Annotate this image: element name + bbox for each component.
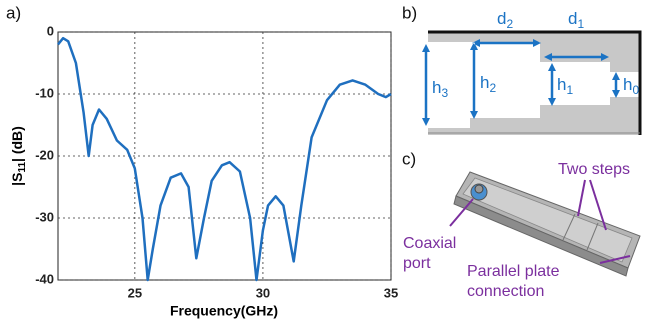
y-label-part: 11 (17, 162, 28, 173)
x-axis-label: Frequency(GHz) (170, 303, 278, 319)
dimension-base: d (568, 9, 577, 28)
y-tick-label: -20 (35, 147, 54, 162)
dimension-sub: 1 (566, 83, 573, 97)
waveguide-profile (428, 32, 640, 135)
panel-label: c) (402, 149, 416, 168)
chart: -40 -30 -20 -10 0 25 30 35 (35, 23, 398, 300)
x-tick-label: 30 (256, 285, 270, 300)
dimension-base: d (497, 9, 506, 28)
callout: connection (467, 283, 544, 300)
dimension-sub: 3 (441, 86, 448, 100)
y-label-part: | (dB) (9, 126, 25, 162)
callout: Two steps (558, 161, 630, 178)
dimension-sub: 2 (506, 17, 513, 31)
dimension-base: h (623, 75, 632, 94)
dimension-label: d1 (568, 9, 584, 31)
dimension-sub: 0 (632, 83, 639, 97)
callout: Parallel plate (467, 263, 560, 280)
y-tick-label: 0 (47, 23, 54, 38)
y-tick-label: -30 (35, 209, 54, 224)
x-tick-label: 25 (128, 285, 142, 300)
dimension-base: h (557, 75, 566, 94)
dimension-base: h (480, 73, 489, 92)
figure: a) b) c) d2d1h3h2h1h0 Two steps Coaxial … (0, 0, 650, 326)
y-tick-label: -40 (35, 271, 54, 286)
panel-label: b) (402, 3, 417, 22)
panel-label: a) (6, 3, 21, 22)
x-tick-label: 35 (384, 285, 398, 300)
y-tick-label: -10 (35, 85, 54, 100)
dimension-base: h (432, 78, 441, 97)
dimension-sub: 1 (577, 17, 584, 31)
dimension-label: d2 (497, 9, 513, 31)
callout: Coaxial (403, 235, 456, 252)
y-label-part: |S (9, 173, 25, 186)
y-axis-label: |S11| (dB) (9, 126, 28, 186)
dimension-sub: 2 (489, 81, 496, 95)
callout: port (403, 255, 431, 272)
